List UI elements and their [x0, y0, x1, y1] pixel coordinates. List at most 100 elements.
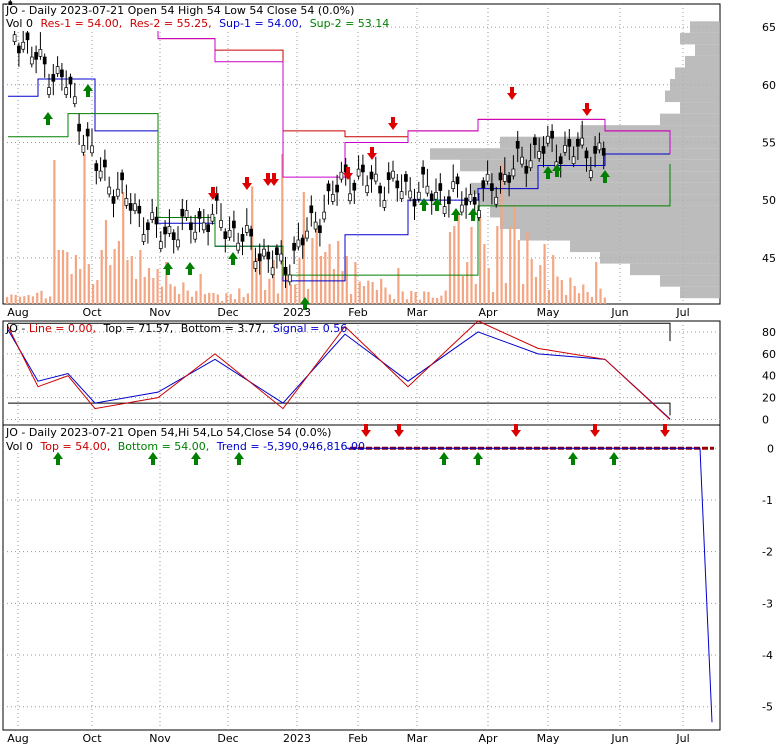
volume-profile-bar — [680, 102, 720, 114]
candle-body — [438, 183, 443, 191]
candle-body — [154, 216, 159, 225]
x-tick-1: Nov — [149, 306, 171, 319]
volume-profile-bar — [675, 67, 720, 79]
volume-bar — [384, 287, 387, 304]
x-tick-1: Jun — [610, 306, 628, 319]
candle-body — [468, 194, 473, 202]
candle-body — [115, 188, 120, 197]
candle-body — [34, 52, 38, 60]
volume-bar — [139, 250, 142, 304]
volume-bar — [246, 293, 249, 304]
candle-body — [369, 171, 374, 180]
volume-bar — [599, 288, 602, 304]
up-arrow-icon — [609, 452, 619, 465]
candle-body — [494, 196, 499, 205]
volume-bar — [238, 288, 241, 304]
oscillator-lines — [7, 320, 671, 420]
volume-bar — [169, 284, 172, 304]
candle-body — [103, 159, 107, 168]
candle-body — [287, 274, 292, 283]
volume-bar — [397, 268, 400, 304]
volume-bar — [49, 296, 52, 304]
candle-body — [545, 135, 550, 144]
up-arrow-icon — [234, 452, 244, 465]
up-arrow-icon — [432, 198, 442, 211]
volume-bar — [436, 298, 439, 304]
candle-body — [111, 196, 116, 204]
candle-body — [335, 184, 339, 193]
candle-body — [275, 247, 279, 255]
candle-body — [584, 150, 589, 159]
candle-body — [515, 140, 520, 149]
x-tick-3: 2023 — [283, 732, 311, 745]
candle-body — [120, 172, 124, 181]
legend-row-1: Vol 0 Res-1 = 54.00, Res-2 = 55.25, Sup-… — [6, 17, 389, 30]
volume-bar — [229, 294, 232, 304]
candle-body — [421, 166, 425, 175]
candle-body — [502, 174, 507, 182]
volume-bar — [573, 286, 576, 304]
candle-body — [81, 144, 86, 153]
candle-body — [17, 45, 21, 54]
volume-profile-bar — [570, 240, 720, 253]
volume-bar — [272, 259, 275, 304]
volume-bar — [582, 284, 585, 304]
x-tick-1: Aug — [7, 306, 28, 319]
candle-body — [326, 183, 331, 192]
volume-bar — [530, 259, 533, 304]
x-tick-3: Aug — [7, 732, 28, 745]
volume-bar — [57, 250, 60, 304]
volume-bar — [466, 262, 469, 304]
x-tick-1: Jul — [675, 306, 689, 319]
volume-bar — [165, 262, 168, 304]
volume-bars — [6, 154, 606, 304]
candle-body — [434, 191, 438, 200]
down-arrow-icon — [511, 424, 521, 437]
volume-bar — [294, 284, 297, 304]
volume-bar — [178, 294, 181, 304]
volume-bar — [307, 289, 310, 304]
volume-bar — [345, 256, 348, 304]
volume-bar — [251, 186, 254, 304]
y-tick-3: 0 — [767, 442, 774, 455]
down-arrow-icon — [394, 424, 404, 437]
up-arrow-icon — [300, 297, 310, 310]
volume-bar — [504, 283, 507, 304]
candle-body — [361, 164, 365, 173]
y-tick-1: 45 — [762, 252, 776, 265]
volume-bar — [539, 265, 542, 304]
volume-bar — [281, 154, 284, 304]
candle-body — [68, 76, 73, 85]
legend-sup2: Sup-2 = 53.14 — [310, 17, 390, 30]
x-tick-1: 2023 — [283, 306, 311, 319]
candle-body — [313, 221, 318, 230]
candle-body — [477, 210, 481, 218]
volume-profile-bar — [670, 79, 720, 91]
volume-bar — [79, 269, 82, 304]
up-arrow-icon — [163, 262, 173, 275]
volume-bar — [182, 282, 185, 304]
candle-body — [404, 174, 408, 182]
volume-bar — [367, 280, 370, 304]
candle-body — [51, 74, 56, 82]
volume-bar — [350, 294, 353, 304]
candle-body — [249, 228, 253, 237]
x-tick-1: Oct — [82, 306, 102, 319]
candle-body — [180, 208, 185, 217]
candle-body — [270, 267, 275, 276]
volume-bar — [337, 241, 340, 304]
up-arrow-icon — [419, 198, 429, 211]
candle-body — [262, 248, 266, 257]
volume-profile-bar — [480, 194, 720, 206]
candle-body — [348, 193, 352, 202]
candle-body — [257, 253, 262, 262]
volume-bar — [543, 244, 546, 304]
legend-bg-3 — [4, 426, 346, 452]
candle-body — [459, 204, 464, 213]
volume-bar — [552, 255, 555, 304]
candle-body — [29, 56, 34, 65]
volume-bar — [595, 262, 598, 304]
volume-bar — [414, 292, 417, 304]
legend-res1: Res-1 = 54.00, — [40, 17, 122, 30]
